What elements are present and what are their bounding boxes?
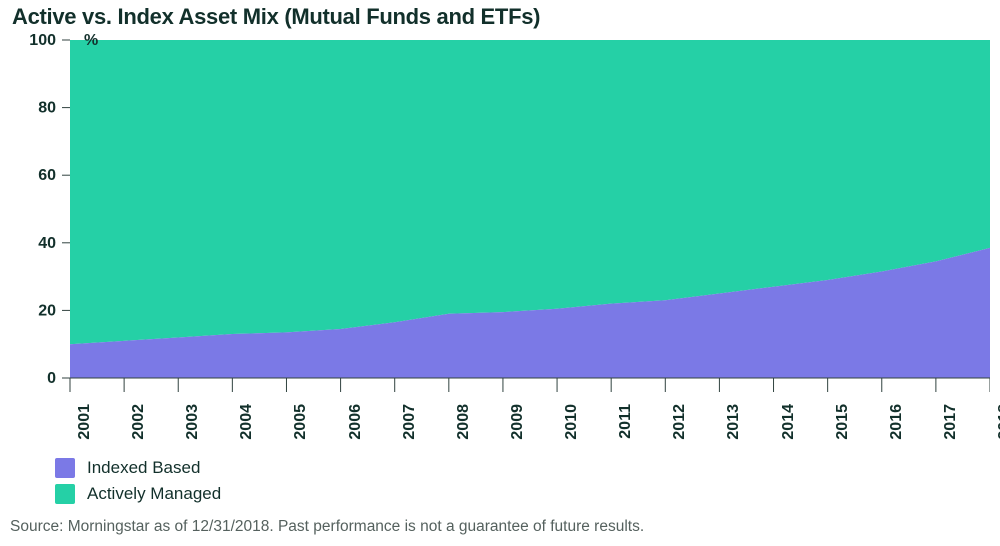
x-tick-label: 2015 [834,404,852,440]
x-tick-label: 2017 [942,404,960,440]
legend-item: Indexed Based [55,456,221,480]
y-tick-label: 0 [47,370,56,387]
chart-plot-area: 0 20 40 60 80 100% [10,34,990,404]
y-axis-unit-label: % [84,34,98,49]
x-tick-label: 2009 [509,404,527,440]
x-tick-label: 2008 [455,404,473,440]
x-tick-label: 2006 [347,404,365,440]
x-tick-label: 2002 [130,404,148,440]
y-tick-label: 60 [38,167,56,184]
x-tick-label: 2001 [76,404,94,440]
y-tick-label: 80 [38,100,56,117]
y-tick-label: 40 [38,235,56,252]
x-tick-label: 2004 [238,404,256,440]
x-tick-label: 2012 [671,404,689,440]
chart-title: Active vs. Index Asset Mix (Mutual Funds… [12,4,540,30]
stacked-area-svg: 0 20 40 60 80 100% [10,34,990,404]
legend-label: Indexed Based [87,456,200,480]
x-tick-label: 2007 [401,404,419,440]
legend-item: Actively Managed [55,482,221,506]
legend-swatch [55,458,75,478]
x-axis-labels: 2001 2002 2003 2004 2005 2006 2007 2008 2009 2010… [10,404,990,464]
x-tick-label: 2003 [184,404,202,440]
x-tick-label: 2013 [725,404,743,440]
legend-label: Actively Managed [87,482,221,506]
x-tick-label: 2011 [617,404,635,439]
y-tick-label: 20 [38,302,56,319]
x-tick-label: 2016 [888,404,906,440]
legend: Indexed BasedActively Managed [55,456,221,508]
x-tick-label: 2018 [996,404,1000,440]
chart-root: Active vs. Index Asset Mix (Mutual Funds… [0,0,1000,546]
y-tick-label: 100 [29,34,56,49]
source-footnote: Source: Morningstar as of 12/31/2018. Pa… [10,518,644,536]
legend-swatch [55,484,75,504]
x-tick-label: 2005 [292,404,310,440]
x-tick-label: 2010 [563,404,581,440]
x-tick-label: 2014 [780,404,798,440]
